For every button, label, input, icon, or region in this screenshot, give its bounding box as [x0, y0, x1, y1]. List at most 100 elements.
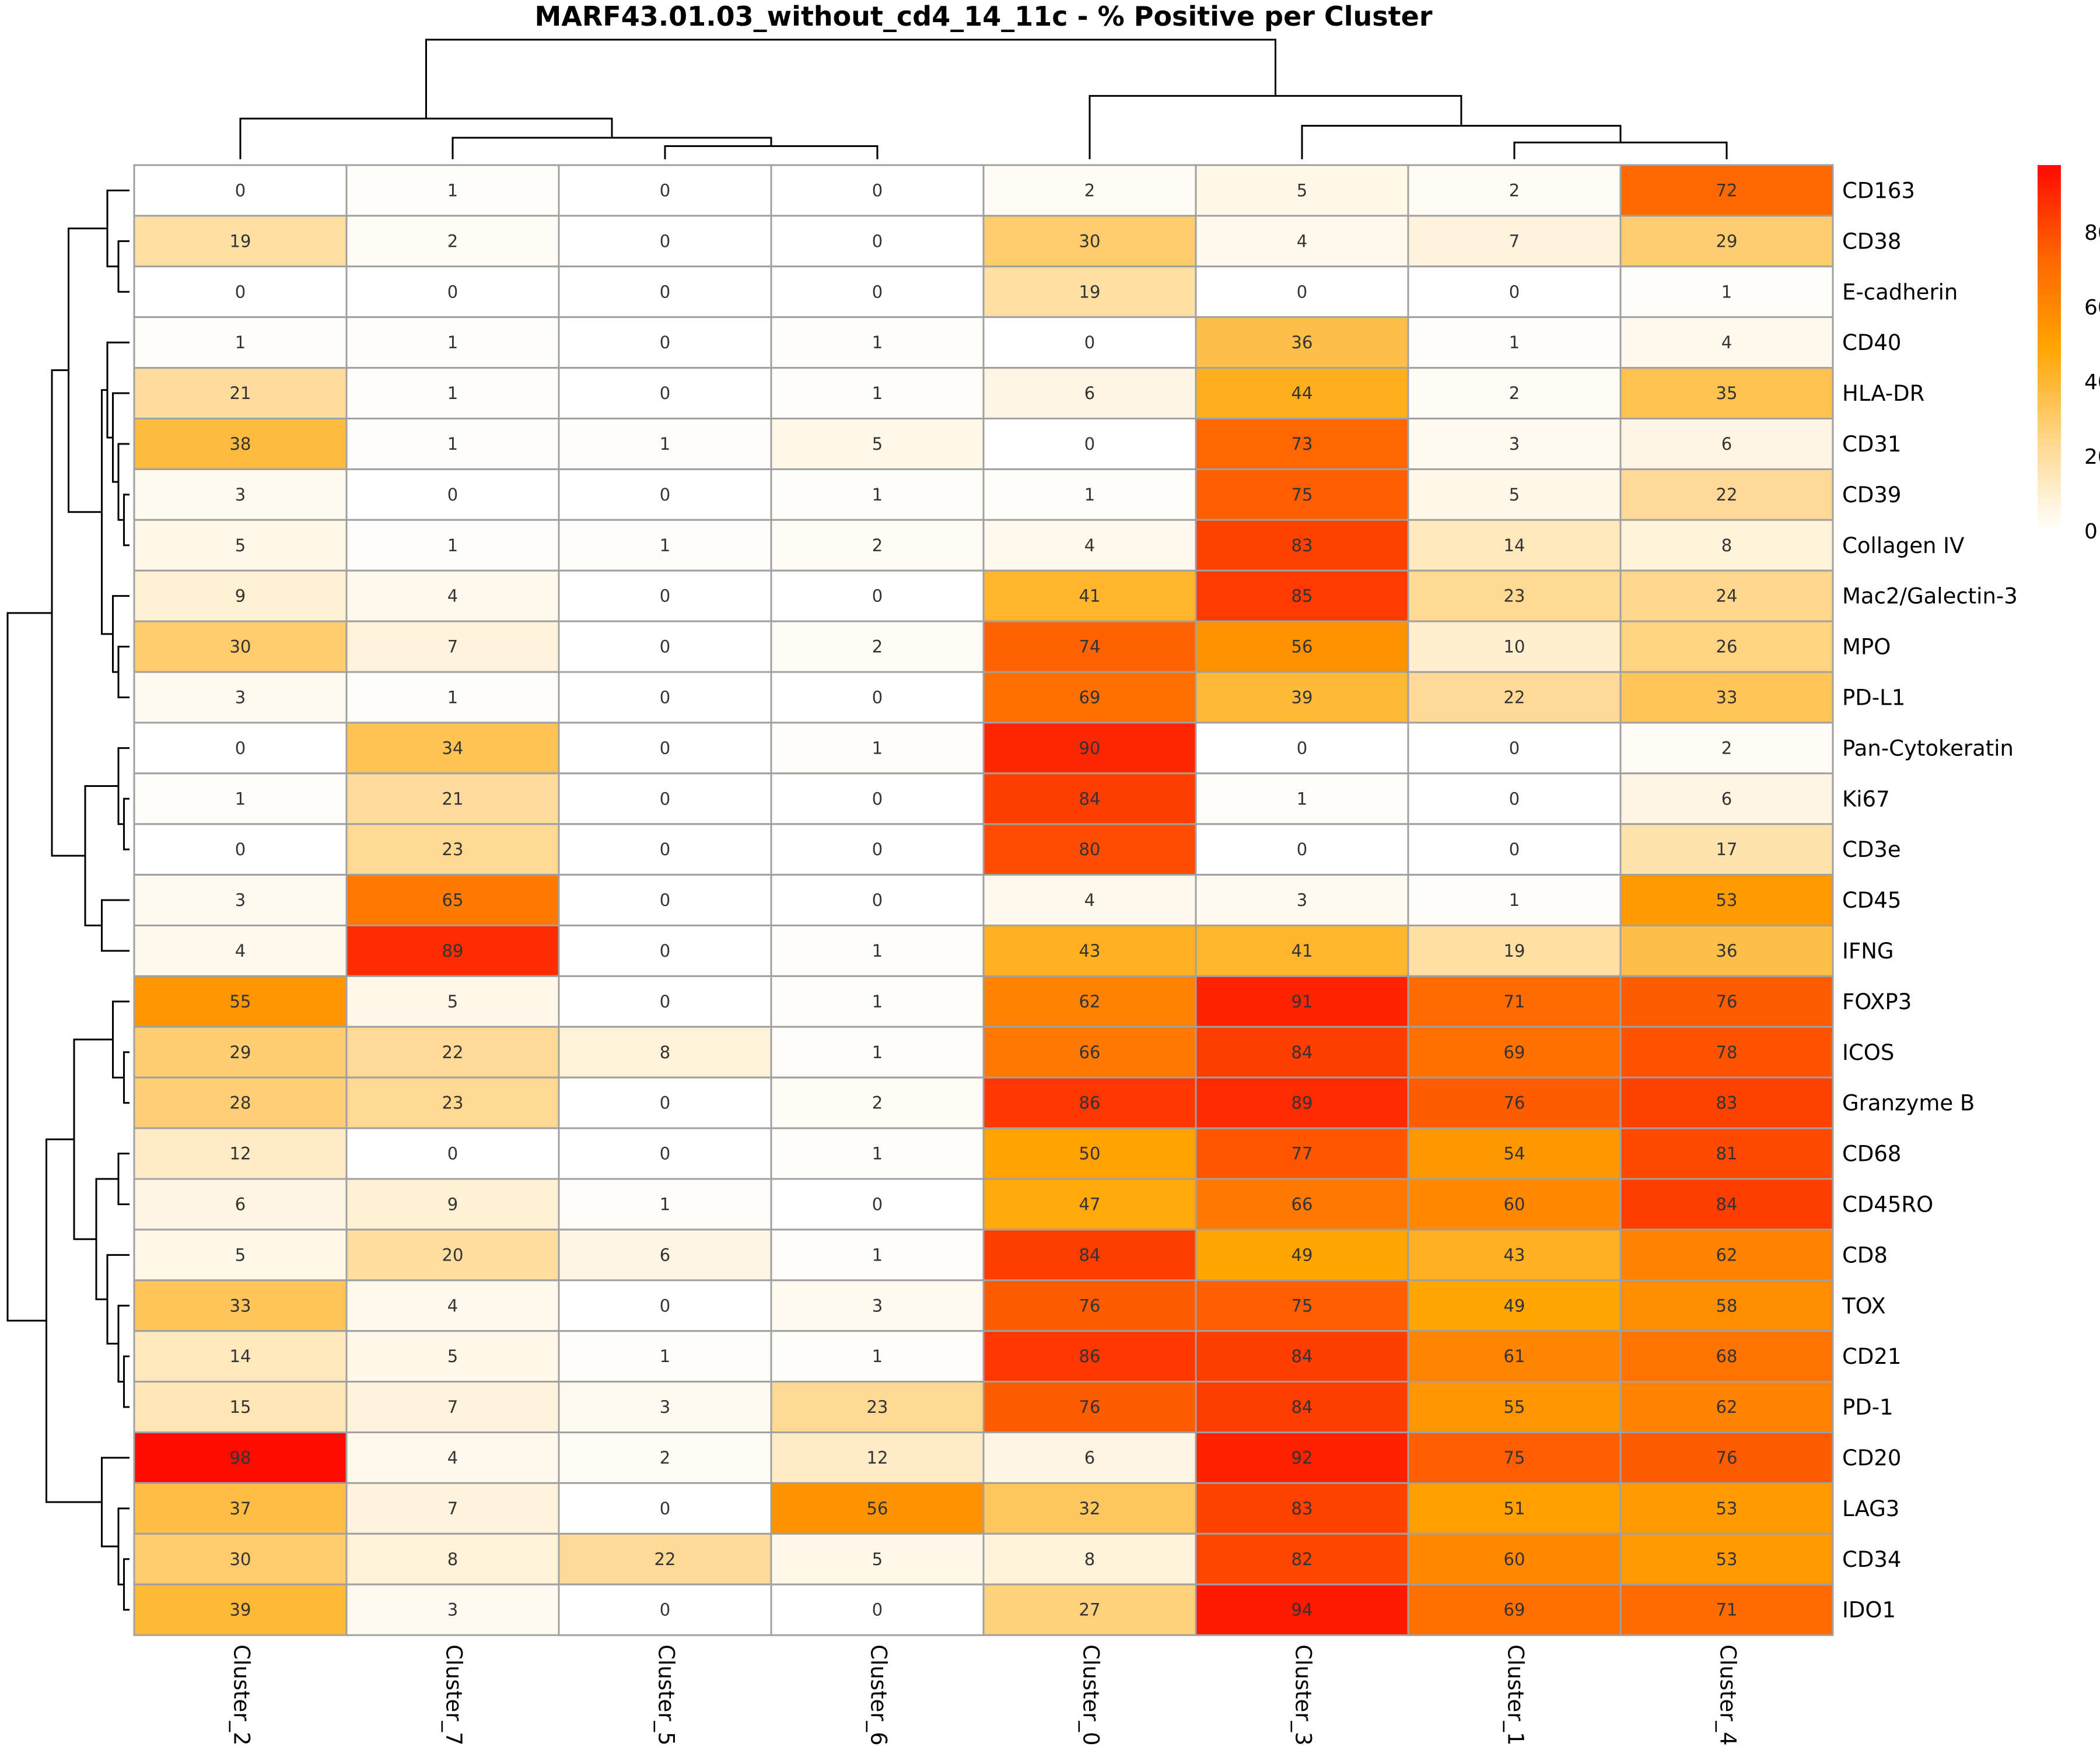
heatmap-cell [345, 1330, 560, 1383]
cell-value-label: 7 [447, 1397, 458, 1417]
row-label: FOXP3 [1842, 989, 1912, 1014]
cell-value-label: 3 [1297, 890, 1307, 910]
cell-value-label: 5 [872, 434, 883, 454]
heatmap-cell [1195, 1076, 1409, 1129]
heatmap-cell [345, 925, 560, 977]
cell-value-label: 0 [1509, 738, 1520, 758]
cell-value-label: 3 [235, 485, 246, 505]
heatmap-cell [982, 468, 1197, 521]
cell-value-label: 51 [1504, 1499, 1525, 1518]
heatmap-cell [345, 1076, 560, 1129]
heatmap-cell [345, 1583, 560, 1636]
heatmap-cell [982, 925, 1197, 977]
cell-value-label: 0 [660, 1600, 670, 1620]
cell-value-label: 0 [660, 180, 670, 200]
column-labels: Cluster_2 Cluster_7 Cluster_5 Cluster_6 Clus… [229, 1644, 1741, 1745]
heatmap-cell [558, 671, 772, 724]
heatmap-cell [1195, 1330, 1409, 1383]
column-label: Cluster_0 [1079, 1644, 1104, 1745]
cell-value-label: 2 [1084, 180, 1095, 200]
heatmap-cell [982, 418, 1197, 470]
heatmap-cell [1619, 367, 1834, 419]
cell-value-label: 21 [442, 789, 464, 808]
heatmap-cell [345, 1178, 560, 1231]
row-label: Collagen IV [1842, 533, 1964, 558]
heatmap-cell [1619, 1076, 1834, 1129]
heatmap-cell [558, 367, 772, 419]
cell-value-label: 83 [1292, 536, 1313, 555]
cell-value-label: 0 [235, 180, 246, 200]
row-label: MPO [1842, 635, 1891, 660]
cell-value-label: 76 [1079, 1296, 1101, 1315]
cell-value-label: 32 [1079, 1499, 1101, 1518]
cell-value-label: 62 [1716, 1397, 1738, 1417]
heatmap-cell [1195, 671, 1409, 724]
heatmap-cell [770, 215, 985, 268]
heatmap-cell [1407, 671, 1622, 724]
heatmap-cell [558, 874, 772, 926]
cell-value-label: 28 [230, 1093, 251, 1113]
column-label: Cluster_5 [654, 1644, 679, 1745]
heatmap-cell [1619, 1381, 1834, 1434]
heatmap-cell [133, 671, 348, 724]
heatmap-cell [1619, 925, 1834, 977]
cell-value-label: 6 [1084, 1448, 1095, 1468]
cell-value-label: 39 [230, 1600, 251, 1620]
cell-value-label: 1 [447, 332, 458, 352]
cell-value-label: 6 [660, 1245, 670, 1265]
cell-value-label: 82 [1292, 1549, 1313, 1569]
cell-value-label: 84 [1292, 1397, 1313, 1417]
cell-value-label: 0 [660, 1296, 670, 1315]
cell-value-label: 4 [447, 586, 458, 606]
heatmap-cell [345, 265, 560, 318]
row-label: CD21 [1842, 1344, 1901, 1369]
heatmap-cell [770, 164, 985, 217]
cell-value-label: 0 [660, 231, 670, 251]
heatmap-cell [1619, 1127, 1834, 1180]
heatmap-cell [1407, 1026, 1622, 1079]
cell-value-label: 0 [660, 738, 670, 758]
cell-value-label: 83 [1716, 1093, 1738, 1113]
cell-value-label: 7 [1509, 231, 1520, 251]
heatmap-cell [1407, 1330, 1622, 1383]
heatmap-cell [558, 519, 772, 572]
cell-value-label: 5 [1509, 485, 1520, 505]
cell-value-label: 0 [872, 282, 883, 302]
heatmap-cell [1195, 722, 1409, 775]
colorbar-gradient [2038, 165, 2061, 531]
heatmap-cell [558, 823, 772, 876]
cell-value-label: 0 [660, 1093, 670, 1113]
cell-value-label: 49 [1504, 1296, 1525, 1315]
cell-value-label: 4 [235, 941, 246, 961]
heatmap-cell [558, 215, 772, 268]
heatmap-cell [558, 620, 772, 673]
cell-value-label: 43 [1504, 1245, 1525, 1265]
colorbar-tick-label: 0 [2084, 520, 2098, 544]
heatmap-cell [770, 772, 985, 825]
row-label: TOX [1842, 1293, 1886, 1318]
cell-value-label: 30 [230, 1549, 251, 1569]
cell-value-label: 17 [1716, 839, 1738, 859]
heatmap-cell [1407, 722, 1622, 775]
cell-value-label: 6 [1721, 434, 1732, 454]
heatmap-cell [982, 1381, 1197, 1434]
cell-value-label: 0 [660, 282, 670, 302]
heatmap-cell [1619, 1532, 1834, 1586]
cell-value-label: 37 [230, 1499, 251, 1518]
cell-value-label: 7 [447, 1499, 458, 1518]
cell-value-label: 75 [1292, 485, 1313, 505]
heatmap-cell [770, 823, 985, 876]
cell-value-label: 94 [1292, 1600, 1313, 1620]
heatmap-cell [770, 1482, 985, 1535]
heatmap-cell [982, 975, 1197, 1028]
cell-value-label: 5 [235, 1245, 246, 1265]
cell-value-label: 8 [660, 1042, 670, 1062]
heatmap-cell [770, 1076, 985, 1129]
heatmap-cell [133, 468, 348, 521]
cell-value-label: 84 [1079, 1245, 1101, 1265]
heatmap-cell [770, 874, 985, 926]
cell-value-label: 68 [1716, 1346, 1738, 1366]
heatmap-cell [345, 367, 560, 419]
cell-value-label: 1 [1509, 332, 1520, 352]
heatmap-cell [1195, 1228, 1409, 1282]
